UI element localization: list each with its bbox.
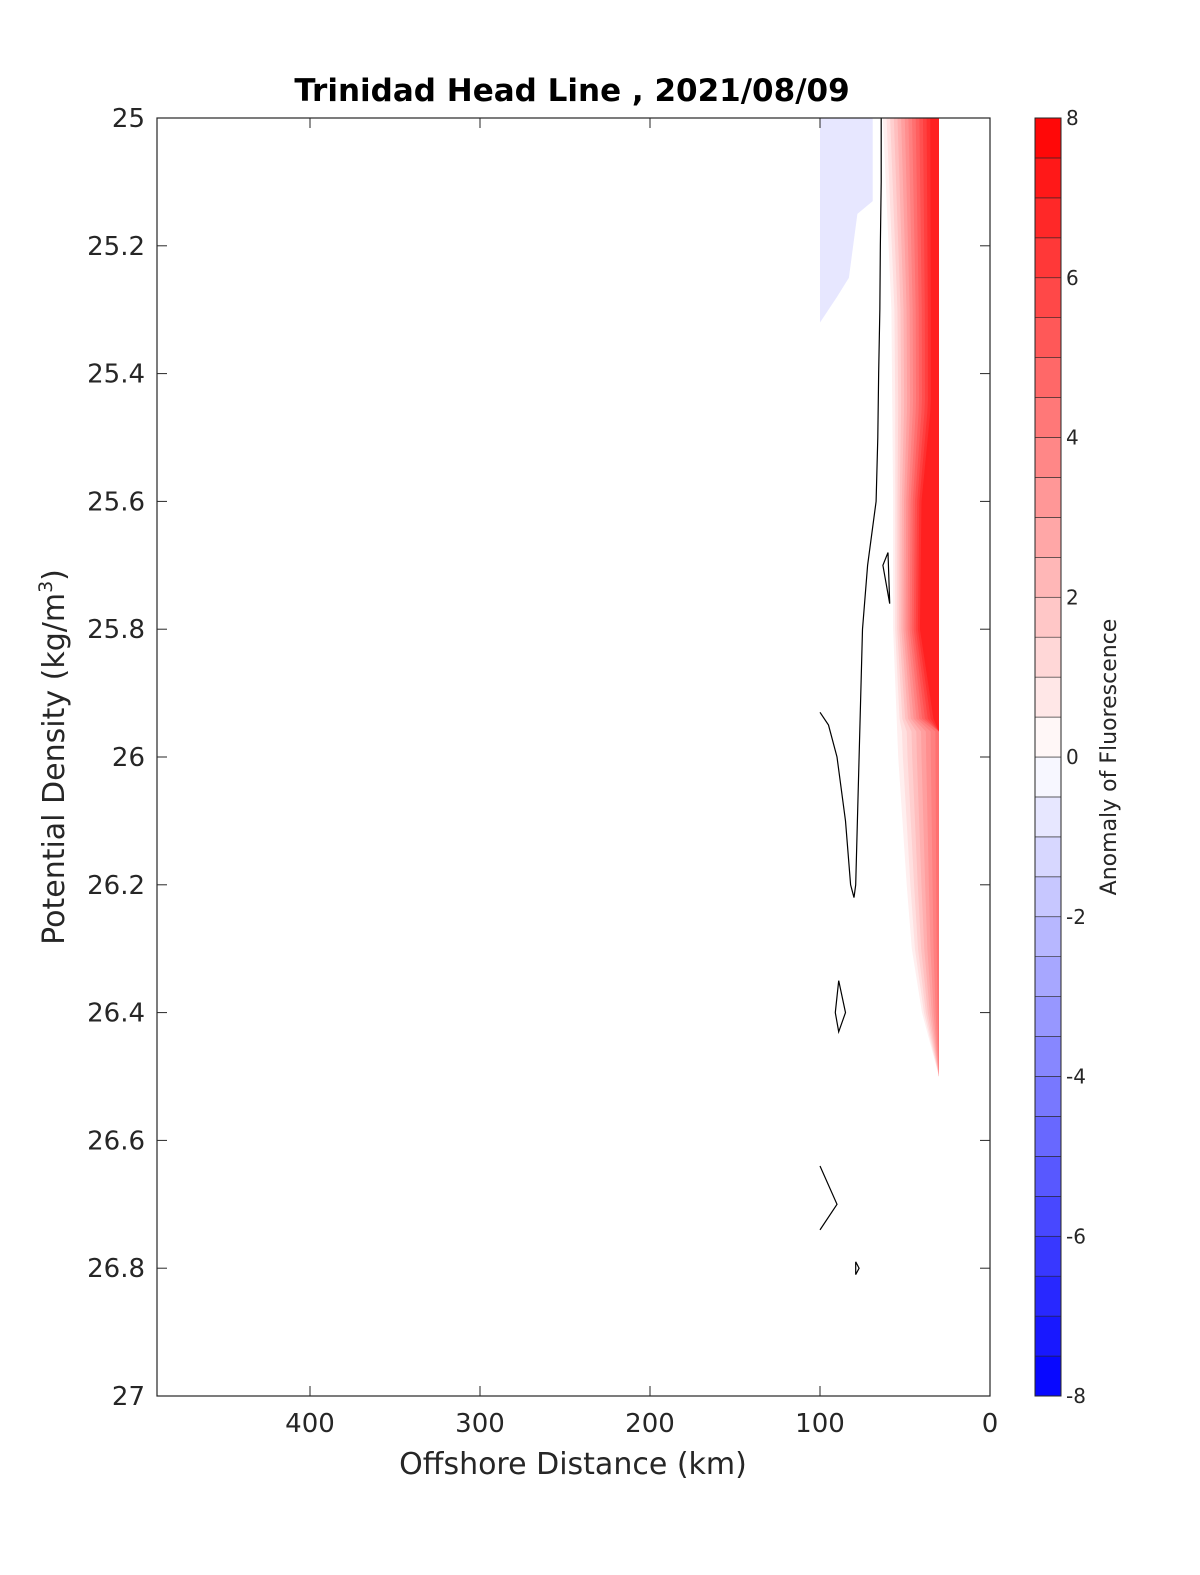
colorbar-swatch <box>1034 1156 1062 1197</box>
colorbar: 8 6 4 2 0 -2 -4 -6 -8 Anomaly of Fluorescence <box>1034 106 1122 1408</box>
colorbar-tick-label: 2 <box>1066 585 1079 609</box>
colorbar-tick-label: 0 <box>1066 745 1079 769</box>
chart-title: Trinidad Head Line , 2021/08/09 <box>294 73 849 109</box>
colorbar-swatch <box>1034 157 1062 199</box>
contour-fills <box>820 118 939 1077</box>
colorbar-swatch <box>1034 1275 1062 1317</box>
contour-lines <box>819 118 891 1275</box>
x-tick-label: 300 <box>455 1409 505 1439</box>
colorbar-ticks: 8 6 4 2 0 -2 -4 -6 -8 <box>1066 106 1086 1408</box>
colorbar-frame <box>1034 117 1062 1397</box>
colorbar-tick-label: 8 <box>1066 106 1079 130</box>
colorbar-swatch <box>1034 916 1062 957</box>
colorbar-swatch <box>1034 197 1062 239</box>
y-tick-label: 26.4 <box>87 999 145 1029</box>
colorbar-swatch <box>1034 1036 1062 1077</box>
colorbar-swatch <box>1034 517 1062 558</box>
colorbar-tick-label: -6 <box>1066 1224 1086 1248</box>
y-tick-labels: 25 25.2 25.4 25.6 25.8 26 26.2 26.4 26.6 26.8 27 <box>87 104 145 1412</box>
colorbar-swatch <box>1034 1315 1062 1357</box>
y-axis-label-close: ) <box>37 569 72 581</box>
colorbar-label: Anomaly of Fluorescence <box>1097 619 1122 896</box>
colorbar-tick-label: -2 <box>1066 905 1086 929</box>
colorbar-swatch <box>1034 357 1062 398</box>
colorbar-swatch <box>1034 636 1062 678</box>
x-tick-labels: 400 300 200 100 0 <box>285 1409 998 1439</box>
colorbar-swatch <box>1034 277 1062 318</box>
x-tick-label: 100 <box>795 1409 845 1439</box>
zero-contour-line <box>834 980 847 1035</box>
colorbar-swatch <box>1034 237 1062 279</box>
colorbar-swatches <box>1034 117 1062 1397</box>
colorbar-swatch <box>1034 876 1062 918</box>
colorbar-swatch <box>1034 996 1062 1037</box>
red-anomaly-band <box>919 118 939 1077</box>
colorbar-swatch <box>1034 317 1062 358</box>
plot-background <box>157 118 990 1396</box>
colorbar-swatch <box>1034 836 1062 878</box>
colorbar-swatch <box>1034 956 1062 997</box>
zero-contour-line <box>819 1165 838 1231</box>
y-tick-label: 27 <box>112 1382 145 1412</box>
colorbar-swatch <box>1034 756 1062 798</box>
y-tick-label: 25.2 <box>87 232 145 262</box>
colorbar-tick-label: 4 <box>1066 426 1079 450</box>
colorbar-swatch <box>1034 716 1062 758</box>
y-axis-label-superscript: 3 <box>35 581 57 593</box>
colorbar-swatch <box>1034 796 1062 838</box>
y-tick-label: 25 <box>112 104 145 134</box>
x-tick-label: 0 <box>982 1409 999 1439</box>
colorbar-tick-label: 6 <box>1066 266 1079 290</box>
x-axis-label: Offshore Distance (km) <box>399 1447 747 1482</box>
colorbar-swatch <box>1034 596 1062 638</box>
colorbar-swatch <box>1034 1196 1062 1237</box>
y-tick-label: 25.8 <box>87 615 145 645</box>
y-tick-label: 26.6 <box>87 1126 145 1156</box>
x-tick-label: 200 <box>625 1409 675 1439</box>
colorbar-swatch <box>1034 437 1062 478</box>
blue-anomaly-patch <box>820 118 873 323</box>
y-tick-label: 25.6 <box>87 487 145 517</box>
x-tick-label: 400 <box>285 1409 335 1439</box>
y-tick-label: 25.4 <box>87 360 145 390</box>
colorbar-swatch <box>1034 1355 1062 1397</box>
y-tick-label: 26 <box>112 743 145 773</box>
colorbar-swatch <box>1034 397 1062 438</box>
colorbar-swatch <box>1034 117 1062 159</box>
colorbar-swatch <box>1034 676 1062 718</box>
colorbar-swatch <box>1034 1076 1062 1117</box>
zero-contour-line <box>819 118 882 898</box>
colorbar-swatch <box>1034 557 1062 598</box>
colorbar-swatch <box>1034 1116 1062 1157</box>
colorbar-swatch <box>1034 1235 1062 1277</box>
colorbar-swatch <box>1034 477 1062 518</box>
y-axis-label: Potential Density (kg/m3) <box>35 569 72 945</box>
axis-ticks <box>157 117 991 1397</box>
y-axis-label-main: Potential Density (kg/m <box>37 593 72 945</box>
zero-contour-line <box>882 552 891 604</box>
y-tick-label: 26.8 <box>87 1254 145 1284</box>
zero-contour-line <box>855 1261 860 1275</box>
plot-area <box>156 117 991 1397</box>
colorbar-tick-label: -8 <box>1066 1384 1086 1408</box>
colorbar-tick-label: -4 <box>1066 1065 1086 1089</box>
y-tick-label: 26.2 <box>87 871 145 901</box>
